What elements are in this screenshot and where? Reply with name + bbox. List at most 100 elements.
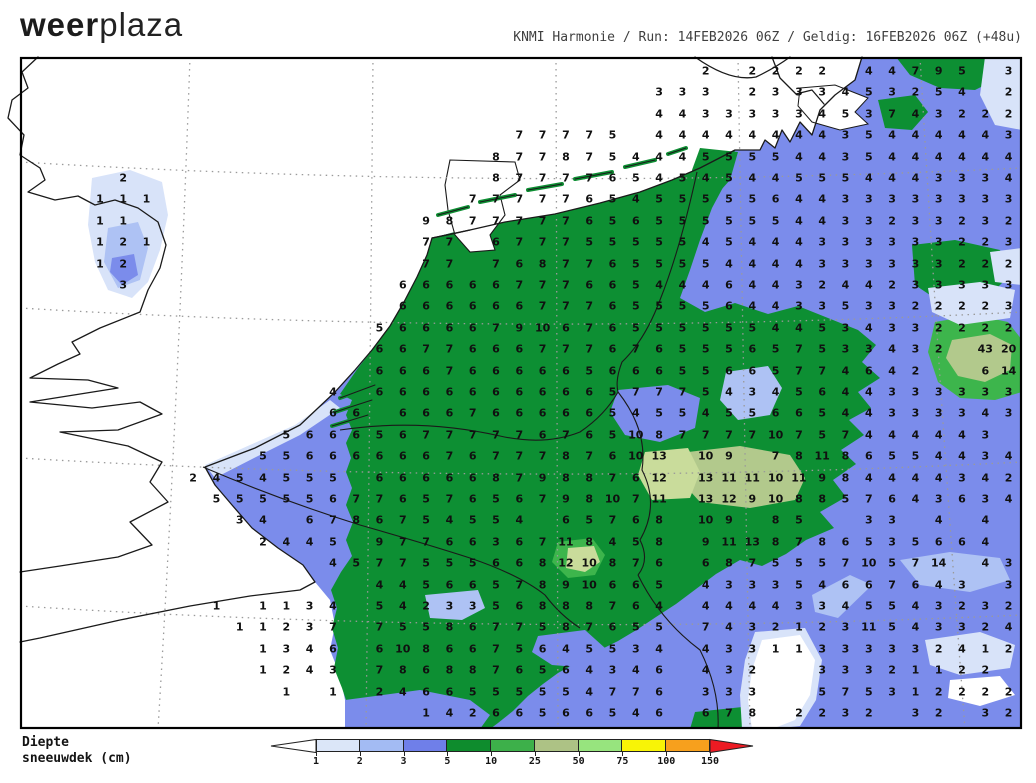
grid-value: 2 [981,258,989,269]
grid-value: 1 [96,215,104,226]
grid-value: 8 [655,429,663,440]
grid-value: 7 [632,344,640,355]
grid-value: 5 [912,451,920,462]
grid-value: 7 [376,558,384,569]
snow-region-blue-pocket [610,385,700,442]
grid-value: 3 [865,665,873,676]
grid-value: 7 [585,622,593,633]
grid-value: 7 [329,622,337,633]
grid-value: 5 [748,151,756,162]
grid-value: 4 [655,108,663,119]
grid-value: 6 [515,601,523,612]
legend-title-line1: Diepte [22,735,132,751]
legend-tick-label: 150 [701,756,719,767]
grid-value: 6 [539,387,547,398]
grid-value: 6 [585,280,593,291]
grid-value: 2 [795,66,803,77]
grid-value: 5 [329,536,337,547]
grid-value: 2 [1005,686,1013,697]
grid-value: 8 [539,601,547,612]
grid-value: 7 [446,365,454,376]
grid-value: 3 [795,108,803,119]
grid-value: 8 [422,643,430,654]
grid-value: 8 [492,173,500,184]
grid-value: 4 [818,130,826,141]
grid-value: 2 [935,643,943,654]
grid-value: 7 [842,558,850,569]
grid-value: 11 [651,494,666,505]
grid-value: 3 [1005,579,1013,590]
legend-tick-mark [447,752,449,756]
grid-value: 9 [376,536,384,547]
grid-value: 5 [818,322,826,333]
grid-value: 5 [818,686,826,697]
grid-value: 2 [981,686,989,697]
grid-value: 6 [329,429,337,440]
legend-tick-label: 1 [313,756,319,767]
grid-value: 4 [399,579,407,590]
grid-value: 4 [935,429,943,440]
ijsselmeer-lake [444,159,521,253]
grid-value: 3 [748,579,756,590]
grid-value: 4 [912,429,920,440]
grid-value: 4 [1005,622,1013,633]
grid-value: 5 [609,408,617,419]
grid-value: 7 [539,215,547,226]
grid-value: 9 [935,66,943,77]
grid-value: 6 [446,472,454,483]
grid-value: 3 [609,665,617,676]
legend-segment [446,739,492,752]
grid-value: 7 [585,130,593,141]
grid-value: 5 [725,194,733,205]
grid-value: 6 [912,579,920,590]
legend-tick-label: 100 [657,756,675,767]
grid-value: 3 [935,601,943,612]
grid-value: 6 [515,494,523,505]
grid-value: 4 [842,87,850,98]
grid-value: 1 [935,665,943,676]
grid-value: 3 [888,387,896,398]
grid-value: 5 [702,258,710,269]
snow-region-sagelight-patch [566,546,600,572]
grid-value: 3 [492,536,500,547]
grid-value: 1 [259,622,267,633]
grid-value: 3 [935,387,943,398]
grid-value: 3 [818,237,826,248]
grid-value: 3 [865,515,873,526]
grid-value: 6 [515,258,523,269]
grid-value: 4 [655,643,663,654]
grid-value: 2 [1005,472,1013,483]
grid-value: 6 [376,365,384,376]
grid-value: 6 [492,558,500,569]
grid-value: 6 [399,280,407,291]
grid-value: 4 [935,151,943,162]
grid-value: 5 [818,429,826,440]
grid-value: 6 [865,579,873,590]
grid-value: 6 [376,344,384,355]
grid-value: 5 [818,173,826,184]
grid-value: 8 [562,451,570,462]
grid-value: 7 [352,494,360,505]
grid-value: 5 [492,579,500,590]
grid-value: 4 [702,130,710,141]
grid-value: 4 [655,280,663,291]
grid-value: 2 [702,66,710,77]
grid-value: 5 [842,173,850,184]
grid-value: 4 [655,130,663,141]
grid-value: 5 [609,643,617,654]
grid-value: 4 [1005,494,1013,505]
grid-value: 6 [609,301,617,312]
grid-value: 5 [679,301,687,312]
grid-value: 3 [912,387,920,398]
snow-region-bluelight-pocket [720,366,782,420]
grid-value: 8 [655,536,663,547]
grid-value: 3 [888,643,896,654]
grid-value: 3 [119,280,127,291]
grid-value: 4 [748,301,756,312]
grid-value: 7 [422,536,430,547]
grid-value: 8 [399,665,407,676]
grid-value: 7 [492,643,500,654]
grid-value: 2 [422,601,430,612]
grid-value: 2 [748,87,756,98]
grid-value: 4 [585,686,593,697]
